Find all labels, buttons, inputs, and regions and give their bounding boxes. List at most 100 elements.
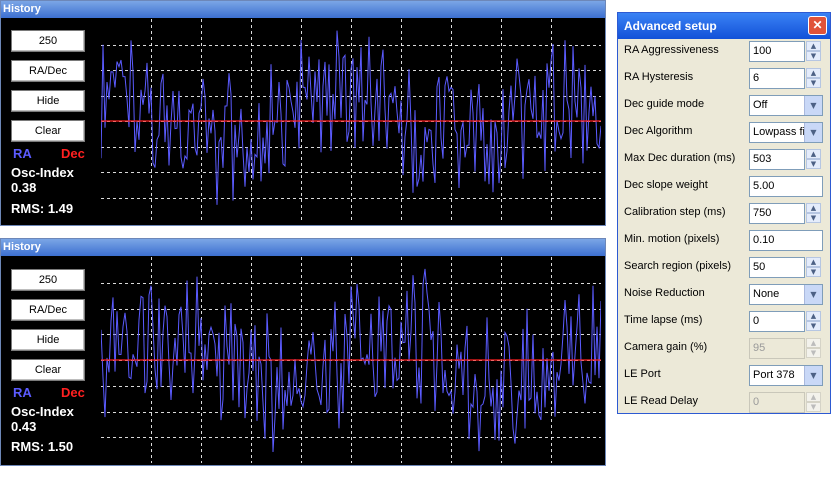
history-panel-1: History 250 RA/Dec Hide Clear RA Dec Osc… [0, 0, 606, 226]
chevron-down-icon[interactable]: ▼ [804, 123, 822, 142]
spin-down-icon[interactable]: ▼ [806, 51, 821, 61]
setting-row: Time lapse (ms) 0 ▲ ▼ [618, 311, 830, 333]
ra-dec-button[interactable]: RA/Dec [11, 299, 85, 321]
spin-down-icon[interactable]: ▼ [806, 78, 821, 88]
dropdown-value: Port 378 [753, 369, 795, 381]
setting-dropdown[interactable]: None ▼ [749, 284, 823, 305]
spin-up-icon[interactable]: ▲ [806, 68, 821, 78]
setting-input[interactable]: 50 [749, 257, 805, 278]
hide-button[interactable]: Hide [11, 329, 85, 351]
history-panel-2: History 250 RA/Dec Hide Clear RA Dec Osc… [0, 238, 606, 466]
setting-row: Dec guide mode Off ▼ [618, 95, 830, 117]
dialog-title: Advanced setup [624, 19, 717, 33]
rms-readout: RMS: 1.50 [11, 439, 74, 454]
scale-250-button[interactable]: 250 [11, 269, 85, 291]
osc-index-value: 0.43 [11, 419, 37, 434]
setting-label: Min. motion (pixels) [624, 233, 720, 245]
setting-row: LE Read Delay 0 ▲ ▼ [618, 392, 830, 414]
osc-index-label: Osc-Index [11, 165, 74, 180]
spinner[interactable]: ▲ ▼ [806, 203, 821, 224]
spinner: ▲ ▼ [806, 338, 821, 359]
setting-input[interactable]: 6 [749, 68, 805, 89]
setting-input[interactable]: 750 [749, 203, 805, 224]
setting-label: Dec guide mode [624, 98, 705, 110]
setting-row: RA Hysteresis 6 ▲ ▼ [618, 68, 830, 90]
setting-label: Noise Reduction [624, 287, 705, 299]
setting-row: LE Port Port 378 ▼ [618, 365, 830, 387]
dec-legend: Dec [61, 385, 85, 400]
clear-button[interactable]: Clear [11, 120, 85, 142]
spinner: ▲ ▼ [806, 392, 821, 413]
setting-row: Calibration step (ms) 750 ▲ ▼ [618, 203, 830, 225]
ra-trace [101, 30, 601, 205]
spin-down-icon[interactable]: ▼ [806, 213, 821, 223]
osc-index-label: Osc-Index [11, 404, 74, 419]
close-icon[interactable]: ✕ [808, 16, 827, 35]
setting-input[interactable]: 100 [749, 41, 805, 62]
setting-input[interactable]: 5.00 [749, 176, 823, 197]
chevron-down-icon[interactable]: ▼ [804, 96, 822, 115]
setting-row: Dec slope weight 5.00 [618, 176, 830, 198]
spin-up-icon[interactable]: ▲ [806, 257, 821, 267]
dropdown-value: Off [753, 99, 768, 111]
setting-row: Noise Reduction None ▼ [618, 284, 830, 306]
dialog-title-bar: Advanced setup ✕ [618, 13, 830, 39]
setting-label: RA Aggressiveness [624, 44, 719, 56]
setting-label: LE Read Delay [624, 395, 698, 407]
ra-dec-button[interactable]: RA/Dec [11, 60, 85, 82]
advanced-setup-dialog: Advanced setup ✕ RA Aggressiveness 100 ▲ ▼ R… [617, 12, 831, 414]
setting-dropdown[interactable]: Lowpass fil ▼ [749, 122, 823, 143]
setting-input[interactable]: 503 [749, 149, 805, 170]
hide-button[interactable]: Hide [11, 90, 85, 112]
spin-up-icon[interactable]: ▲ [806, 41, 821, 51]
setting-label: RA Hysteresis [624, 71, 694, 83]
history-graph [101, 19, 601, 223]
setting-row: Max Dec duration (ms) 503 ▲ ▼ [618, 149, 830, 171]
dropdown-value: None [753, 288, 780, 300]
osc-index-value: 0.38 [11, 180, 37, 195]
spin-up-icon[interactable]: ▲ [806, 203, 821, 213]
spin-up-icon[interactable]: ▲ [806, 149, 821, 159]
chevron-down-icon[interactable]: ▼ [804, 366, 822, 385]
setting-input[interactable]: 0.10 [749, 230, 823, 251]
clear-button[interactable]: Clear [11, 359, 85, 381]
scale-250-button[interactable]: 250 [11, 30, 85, 52]
setting-label: Search region (pixels) [624, 260, 731, 272]
spinner[interactable]: ▲ ▼ [806, 257, 821, 278]
setting-input[interactable]: 0 [749, 311, 805, 332]
spin-up-icon[interactable]: ▲ [806, 311, 821, 321]
spin-up-icon: ▲ [806, 338, 821, 348]
history-title: History [1, 239, 605, 256]
history-graph [101, 257, 601, 463]
chevron-down-icon[interactable]: ▼ [804, 285, 822, 304]
setting-label: Time lapse (ms) [624, 314, 703, 326]
setting-input: 0 [749, 392, 805, 413]
setting-label: Dec slope weight [624, 179, 708, 191]
history-title: History [1, 1, 605, 18]
spinner[interactable]: ▲ ▼ [806, 68, 821, 89]
setting-label: Calibration step (ms) [624, 206, 726, 218]
spin-down-icon: ▼ [806, 402, 821, 412]
setting-label: Max Dec duration (ms) [624, 152, 736, 164]
spinner[interactable]: ▲ ▼ [806, 41, 821, 62]
setting-dropdown[interactable]: Off ▼ [749, 95, 823, 116]
spinner[interactable]: ▲ ▼ [806, 149, 821, 170]
setting-label: Dec Algorithm [624, 125, 693, 137]
dropdown-value: Lowpass fil [753, 126, 808, 138]
setting-row: Dec Algorithm Lowpass fil ▼ [618, 122, 830, 144]
ra-legend: RA [13, 385, 32, 400]
setting-label: LE Port [624, 368, 661, 380]
ra-legend: RA [13, 146, 32, 161]
spin-up-icon: ▲ [806, 392, 821, 402]
spinner[interactable]: ▲ ▼ [806, 311, 821, 332]
setting-label: Camera gain (%) [624, 341, 708, 353]
setting-row: Search region (pixels) 50 ▲ ▼ [618, 257, 830, 279]
rms-readout: RMS: 1.49 [11, 201, 74, 216]
dec-legend: Dec [61, 146, 85, 161]
setting-row: Camera gain (%) 95 ▲ ▼ [618, 338, 830, 360]
spin-down-icon[interactable]: ▼ [806, 321, 821, 331]
setting-input: 95 [749, 338, 805, 359]
setting-dropdown[interactable]: Port 378 ▼ [749, 365, 823, 386]
spin-down-icon[interactable]: ▼ [806, 267, 821, 277]
spin-down-icon[interactable]: ▼ [806, 159, 821, 169]
